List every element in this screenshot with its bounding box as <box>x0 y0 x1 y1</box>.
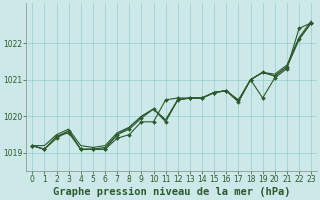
X-axis label: Graphe pression niveau de la mer (hPa): Graphe pression niveau de la mer (hPa) <box>53 187 291 197</box>
